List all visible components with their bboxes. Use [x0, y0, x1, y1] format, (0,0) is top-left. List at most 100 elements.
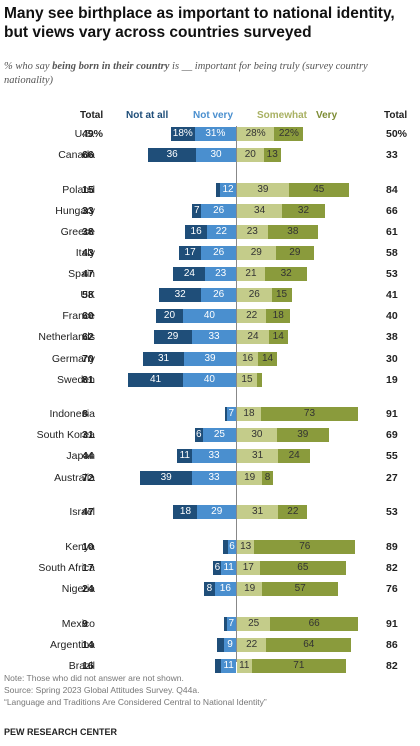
bar-value-label: 11: [237, 659, 252, 673]
bar-value-label: 26: [237, 288, 272, 302]
bar-value-label: 19: [237, 582, 262, 596]
bar-value-label: 26: [201, 204, 236, 218]
bar-value-label: 19: [237, 471, 262, 485]
bar-value-label: 14: [258, 352, 277, 366]
bar-value-label: 29: [276, 246, 315, 260]
bar-value-label: 32: [159, 288, 202, 302]
bar-value-label: 6: [228, 540, 236, 554]
bar-value-label: 33: [192, 449, 236, 463]
total-right-value: 86: [386, 639, 398, 651]
country-label: France: [0, 310, 95, 322]
bar-value-label: 41: [128, 373, 183, 387]
total-left-value: 14: [82, 639, 94, 651]
header-total-right: Total: [384, 110, 407, 121]
bar-value-label: 18: [173, 505, 197, 519]
total-right-value: 55: [386, 450, 398, 462]
bar-value-label: 11: [221, 561, 236, 575]
country-label: Argentina: [0, 639, 95, 651]
bar-not-at_all: [215, 659, 222, 673]
total-left-value: 17: [82, 562, 94, 574]
total-left-value: 16: [82, 660, 94, 672]
bar-value-label: 9: [224, 638, 236, 652]
bar-value-label: 29: [154, 330, 193, 344]
bar-value-label: 39: [184, 352, 236, 366]
bar-value-label: 13: [237, 540, 254, 554]
bar-value-label: 31: [237, 449, 278, 463]
total-left-value: 47: [82, 268, 94, 280]
country-label: Nigeria: [0, 583, 95, 595]
country-label: Brazil: [0, 660, 95, 672]
bar-value-label: 18: [237, 407, 261, 421]
bar-value-label: 17: [179, 246, 202, 260]
total-left-value: 33: [82, 205, 94, 217]
bar-value-label: 25: [237, 617, 270, 631]
total-right-value: 89: [386, 541, 398, 553]
bar-very: [257, 373, 262, 387]
bar-value-label: 21: [237, 267, 265, 281]
total-right-value: 84: [386, 184, 398, 196]
total-left-value: 9: [82, 618, 88, 630]
total-left-value: 72: [82, 472, 94, 484]
country-label: South Africa: [0, 562, 95, 574]
header-not-at-all: Not at all: [126, 110, 168, 121]
bar-value-label: 22: [207, 225, 236, 239]
bar-value-label: 18%: [171, 127, 195, 141]
total-left-value: 31: [82, 429, 94, 441]
bar-value-label: 34: [237, 204, 282, 218]
bar-value-label: 7: [192, 204, 201, 218]
total-right-value: 33: [386, 149, 398, 161]
country-label: Italy: [0, 247, 95, 259]
bar-value-label: 11: [177, 449, 192, 463]
bar-value-label: 15: [272, 288, 292, 302]
bar-value-label: 16: [237, 352, 258, 366]
header-total-left: Total: [80, 110, 103, 121]
total-right-value: 66: [386, 205, 398, 217]
total-left-value: 15: [82, 184, 94, 196]
total-right-value: 27: [386, 472, 398, 484]
bar-value-label: 22: [237, 309, 266, 323]
bar-value-label: 45: [289, 183, 349, 197]
total-right-value: 53: [386, 268, 398, 280]
total-left-value: 70: [82, 353, 94, 365]
bar-value-label: 31: [237, 505, 278, 519]
bar-value-label: 65: [260, 561, 346, 575]
bar-value-label: 17: [237, 561, 260, 575]
bar-value-label: 13: [264, 148, 281, 162]
bar-value-label: 8: [262, 471, 273, 485]
bar-value-label: 22: [278, 505, 307, 519]
country-label: Kenya: [0, 541, 95, 553]
bar-value-label: 39: [140, 471, 192, 485]
country-label: Canada: [0, 149, 95, 161]
total-left-value: 24: [82, 583, 94, 595]
total-right-value: 50%: [386, 128, 407, 140]
bar-value-label: 64: [266, 638, 351, 652]
bar-value-label: 22%: [274, 127, 303, 141]
country-label: Germany: [0, 353, 95, 365]
subtitle-bold: being born in their country: [52, 61, 169, 72]
bar-value-label: 7: [227, 617, 236, 631]
bar-value-label: 23: [205, 267, 236, 281]
total-right-value: 19: [386, 374, 398, 386]
country-label: Poland: [0, 184, 95, 196]
country-label: South Korea: [0, 429, 95, 441]
bar-value-label: 6: [213, 561, 221, 575]
bar-value-label: 6: [195, 428, 203, 442]
country-label: Australia: [0, 472, 95, 484]
country-label: Japan: [0, 450, 95, 462]
bar-value-label: 71: [252, 659, 346, 673]
bar-value-label: 8: [204, 582, 215, 596]
bar-value-label: 40: [183, 309, 236, 323]
bar-value-label: 39: [277, 428, 329, 442]
center-axis-line: [236, 126, 237, 662]
bar-value-label: 57: [262, 582, 338, 596]
bar-value-label: 7: [227, 407, 236, 421]
bar-value-label: 24: [278, 449, 310, 463]
bar-value-label: 20: [156, 309, 183, 323]
total-left-value: 66: [82, 149, 94, 161]
country-label: Israel: [0, 506, 95, 518]
total-right-value: 91: [386, 408, 398, 420]
bar-value-label: 28%: [237, 127, 274, 141]
bar-value-label: 25: [203, 428, 236, 442]
total-left-value: 62: [82, 331, 94, 343]
bar-value-label: 73: [261, 407, 358, 421]
